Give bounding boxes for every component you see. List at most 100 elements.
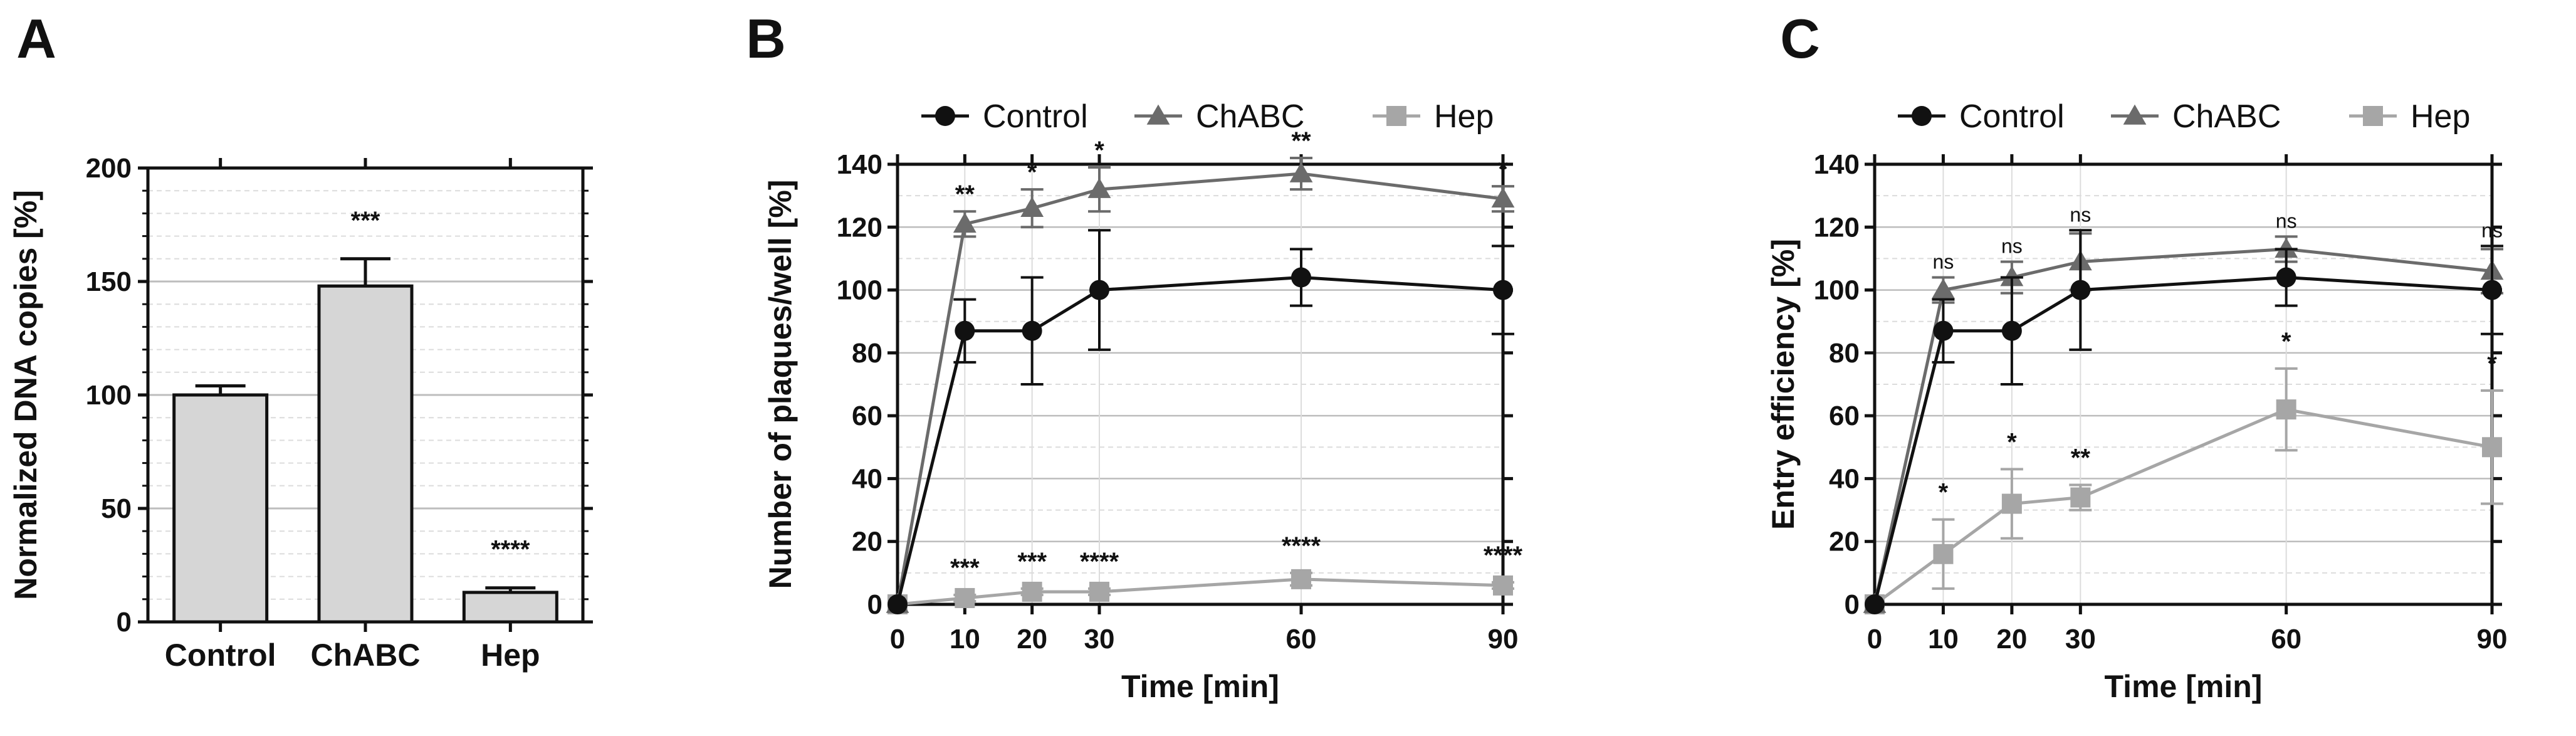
- panel-c-point-control: [1865, 594, 1885, 614]
- panel-b-series-line-chabc: [896, 172, 1504, 605]
- panel-a-category-label: Hep: [481, 638, 540, 673]
- panel-c-point-control: [2070, 280, 2091, 300]
- panel-c-legend-marker: [1912, 106, 1932, 126]
- panel-c-significance-lower: *: [2487, 350, 2497, 377]
- panel-b-ytick-label: 0: [867, 589, 882, 620]
- panel-b-significance-upper: *: [1498, 155, 1508, 183]
- panel-b-point-hep: [1291, 569, 1311, 589]
- panel-c-legend-label: Control: [1959, 98, 2065, 135]
- panel-c-xtick-label: 10: [1928, 624, 1959, 655]
- panel-b-significance-upper: *: [1027, 159, 1037, 186]
- panel-a-ytick-label: 150: [86, 266, 132, 297]
- panel-a-category-label: ChABC: [311, 638, 421, 673]
- panel-b-point-chabc: [1491, 187, 1515, 208]
- panel-b-point-control: [955, 320, 975, 341]
- panel-b-point-control: [1089, 280, 1109, 300]
- panel-b-point-chabc: [953, 212, 976, 233]
- panel-a-ytick-label: 100: [86, 380, 132, 411]
- panel-b-xtick-label: 60: [1286, 624, 1317, 655]
- panel-b-ytick-label: 80: [852, 338, 882, 369]
- panel-b-xtick-label: 30: [1084, 624, 1115, 655]
- panel-c-point-control: [2482, 280, 2502, 300]
- panel-b-legend-label: Hep: [1434, 98, 1494, 135]
- panel-b-point-hep: [1022, 581, 1042, 602]
- panel-b-point-control: [887, 594, 908, 614]
- panel-b-legend-label: ChABC: [1196, 98, 1304, 135]
- panel-b-legend-label: Control: [983, 98, 1088, 135]
- panel-c-significance-lower: *: [1939, 479, 1949, 507]
- panel-c-point-chabc: [2275, 237, 2298, 258]
- panel-c-series-line-chabc: [1873, 247, 2493, 605]
- panel-b-significance-lower: ****: [1282, 532, 1321, 560]
- panel-c-xtick-label: 30: [2065, 624, 2096, 655]
- panel-b-frame: [896, 162, 1505, 606]
- panel-b-legend-marker: [935, 106, 955, 126]
- panel-c-point-hep: [2001, 493, 2022, 514]
- panel-b-significance-upper: *: [1094, 137, 1104, 164]
- panel-c-point-chabc: [2000, 266, 2024, 287]
- panel-c-legend-label: Hep: [2411, 98, 2470, 135]
- panel-b-legend-marker: [1146, 104, 1170, 125]
- panel-c-significance-upper: ns: [2276, 209, 2297, 232]
- panel-c-series-line-control: [1873, 276, 2493, 605]
- panel-c-ytick-label: 60: [1829, 401, 1860, 431]
- panel-c-ytick-label: 40: [1829, 463, 1860, 494]
- panel-b-ytick-label: 140: [837, 149, 882, 180]
- panel-c-point-chabc: [1932, 278, 1955, 299]
- panel-c-xlabel: Time [min]: [2105, 669, 2263, 704]
- panel-a-ytick-label: 200: [86, 153, 132, 184]
- panel-c-ytick-label: 100: [1814, 275, 1860, 306]
- panel-a-significance: ****: [491, 536, 530, 564]
- panel-b-point-chabc: [1289, 162, 1313, 182]
- panel-a-ytick-label: 50: [101, 493, 132, 524]
- panel-b-xlabel: Time [min]: [1121, 669, 1279, 704]
- panel-c-significance-upper: ns: [2481, 219, 2503, 241]
- panel-b-ytick-label: 60: [852, 401, 882, 431]
- panel-c-point-control: [2276, 267, 2296, 288]
- panel-c-series-line-hep: [1873, 407, 2493, 606]
- panel-b-series-line-hep: [897, 577, 1504, 606]
- panel-b-point-hep: [1089, 581, 1109, 602]
- panel-c-ytick-label: 20: [1829, 527, 1860, 557]
- panel-c-legend-marker: [2363, 106, 2383, 126]
- panel-b-ytick-label: 20: [852, 527, 882, 557]
- panel-a-category-label: Control: [165, 638, 276, 673]
- panel-c-significance-upper: ns: [2070, 203, 2091, 226]
- panel-b-point-hep: [1493, 575, 1513, 596]
- panel-b-ytick-label: 120: [837, 212, 882, 243]
- panel-a-significance: ***: [351, 207, 380, 234]
- panel-c-ytick-label: 140: [1814, 149, 1860, 180]
- panel-a-bar: [462, 591, 558, 624]
- panel-a-ylabel: Normalized DNA copies [%]: [8, 190, 43, 600]
- panel-c-ylabel: Entry efficiency [%]: [1766, 239, 1801, 530]
- panel-b-xtick-label: 20: [1017, 624, 1047, 655]
- panel-c-legend-label: ChABC: [2172, 98, 2281, 135]
- panel-c-point-hep: [2482, 437, 2502, 458]
- panel-a-ytick-label: 0: [117, 607, 132, 638]
- panel-c-significance-lower: *: [2007, 428, 2017, 456]
- panel-b-significance-upper: **: [955, 181, 975, 208]
- panel-c-xtick-label: 0: [1867, 624, 1882, 655]
- panel-b-xtick-label: 90: [1488, 624, 1519, 655]
- panel-b-significance-lower: ***: [950, 554, 980, 582]
- panel-b-legend-marker: [1386, 106, 1406, 126]
- panel-b-label: B: [746, 8, 786, 70]
- panel-b-point-chabc: [1020, 196, 1044, 217]
- panel-b-point-control: [1493, 280, 1513, 300]
- panel-c-label: C: [1780, 8, 1820, 70]
- panel-b-point-control: [1291, 267, 1311, 288]
- panel-b-significance-upper: **: [1291, 127, 1311, 155]
- panel-b-series-line-control: [896, 276, 1504, 605]
- panel-b-point-chabc: [1087, 177, 1111, 198]
- panel-c-significance-upper: ns: [2001, 234, 2023, 257]
- panel-b-significance-lower: ***: [1017, 548, 1047, 576]
- panel-c-point-hep: [2070, 487, 2091, 508]
- panel-b-point-control: [1022, 320, 1042, 341]
- panel-c-significance-lower: *: [2281, 328, 2291, 355]
- panel-c-point-control: [1933, 320, 1954, 341]
- panel-c-ytick-label: 0: [1845, 589, 1860, 620]
- panel-b-ylabel: Number of plaques/well [%]: [763, 180, 798, 589]
- panel-c-xtick-label: 20: [1996, 624, 2027, 655]
- panel-c-point-control: [2001, 320, 2022, 341]
